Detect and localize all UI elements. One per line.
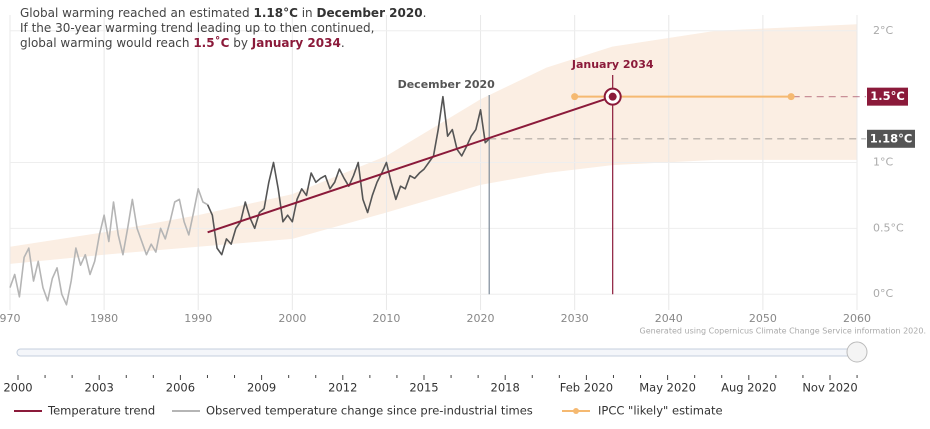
x-tick-label: 2030 (561, 312, 589, 325)
level-label: 1.18°C (870, 131, 913, 145)
y-tick-label: 2°C (873, 24, 893, 37)
slider-label: 2009 (247, 381, 276, 395)
marker-label: December 2020 (398, 78, 496, 91)
x-tick-label: 2000 (278, 312, 306, 325)
level-box (867, 87, 908, 106)
annotation-text: Global warming reached an estimated (20, 6, 253, 20)
x-tick-label: 970 (0, 312, 21, 325)
annotation-text: by (229, 36, 251, 50)
x-tick-label: 2060 (843, 312, 871, 325)
slider-label: 2015 (409, 381, 438, 395)
observed-line-highlight (206, 95, 490, 256)
y-tick-label: 1°C (873, 156, 893, 169)
annotation-line: If the 30-year warming trend leading up … (20, 21, 375, 35)
x-tick-label: 2020 (467, 312, 495, 325)
annotation-line: global warming would reach 1.5˚C by Janu… (20, 35, 345, 50)
legend-dot (573, 408, 579, 414)
annotation-text: . (341, 36, 345, 50)
credit: Generated using Copernicus Climate Chang… (640, 327, 926, 336)
annotation-text: in (298, 6, 317, 20)
observed-line (9, 188, 209, 306)
trend-line (207, 95, 614, 234)
level-label: 1.5°C (870, 89, 905, 103)
x-tick-label: 1980 (90, 312, 118, 325)
annotation-text: December 2020 (316, 6, 422, 20)
level-box (867, 129, 915, 148)
slider-track (16, 348, 860, 357)
estimate-point (571, 93, 579, 101)
x-tick-label: 1990 (184, 312, 212, 325)
slider-label: May 2020 (639, 381, 696, 395)
slider-label: Feb 2020 (560, 381, 613, 395)
annotation-line: Global warming reached an estimated 1.18… (20, 6, 426, 20)
estimate-point (787, 93, 795, 101)
slider-label: 2000 (3, 381, 32, 395)
annotation-text: 1.18°C (253, 6, 298, 20)
y-tick-label: 0.5°C (873, 221, 904, 234)
slider-label: 2006 (166, 381, 195, 395)
slider-handle[interactable] (846, 341, 868, 363)
legend-label[interactable]: IPCC "likely" estimate (598, 404, 723, 418)
trend-end-dot (608, 92, 617, 101)
x-tick-label: 2050 (749, 312, 777, 325)
annotation-text: global warming would reach (20, 36, 193, 50)
marker-label: January 2034 (571, 58, 654, 71)
slider-label: Nov 2020 (802, 381, 857, 395)
annotation-text: 1.5˚C (193, 35, 229, 50)
slider-label: 2018 (491, 381, 520, 395)
annotation-text: . (423, 6, 427, 20)
annotation-text: January 2034 (251, 36, 341, 50)
slider-label: 2003 (85, 381, 114, 395)
x-tick-label: 2040 (655, 312, 683, 325)
annotation-text: If the 30-year warming trend leading up … (20, 21, 375, 35)
legend-label[interactable]: Temperature trend (47, 404, 155, 418)
slider-label: Aug 2020 (721, 381, 776, 395)
x-tick-label: 2010 (372, 312, 400, 325)
y-tick-label: 0°C (873, 287, 893, 300)
uncertainty-band (10, 24, 857, 264)
slider-label: 2012 (328, 381, 357, 395)
legend-label[interactable]: Observed temperature change since pre-in… (206, 404, 533, 418)
